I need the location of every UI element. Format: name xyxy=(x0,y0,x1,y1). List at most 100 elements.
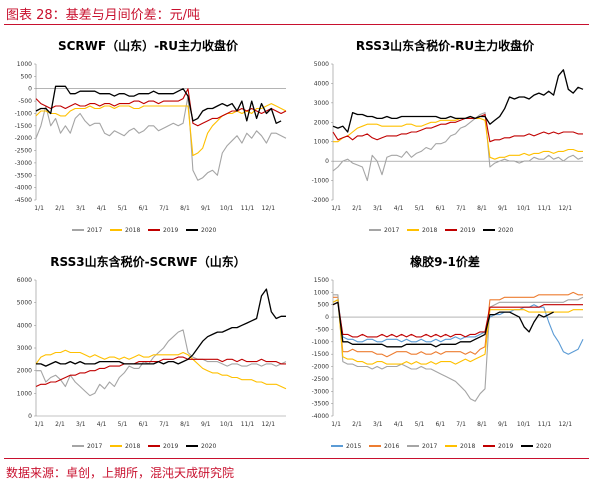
x-tick-label: 2/1 xyxy=(352,205,362,212)
y-tick-label: 0 xyxy=(325,158,329,165)
series-line-2015 xyxy=(332,299,584,355)
x-tick-label: 8/1 xyxy=(477,421,487,428)
x-tick-label: 2/1 xyxy=(352,421,362,428)
x-tick-label: 1/1 xyxy=(34,421,44,428)
x-tick-label: 11/1 xyxy=(241,421,255,428)
x-tick-label: 4/1 xyxy=(394,205,404,212)
y-tick-label: -1500 xyxy=(15,123,33,130)
legend-label-2020: 2020 xyxy=(201,443,216,450)
series-line-2017 xyxy=(36,329,287,397)
x-tick-label: 2/1 xyxy=(55,421,65,428)
x-tick-label: 8/1 xyxy=(180,205,190,212)
series-line-2016 xyxy=(333,291,583,358)
legend-label-2016: 2016 xyxy=(384,443,399,450)
chart-svg: 橡胶9-1价差 1500 1000 500 0 -500 -1000 -1500 -2000 -2… xyxy=(312,254,584,450)
legend-label-2019: 2019 xyxy=(498,443,513,450)
x-tick-label: 8/1 xyxy=(477,205,487,212)
y-tick-label: 1000 xyxy=(314,139,329,146)
source-rule xyxy=(4,458,589,459)
x-tick-label: 4/1 xyxy=(97,205,107,212)
y-tick-label: -1500 xyxy=(312,351,330,358)
x-tick-label: 6/1 xyxy=(435,205,445,212)
legend-label-2018: 2018 xyxy=(460,443,475,450)
x-tick-label: 7/1 xyxy=(159,205,169,212)
chart-svg: RSS3山东含税价-RU主力收盘价 5000 4000 3000 2000 1000 0 -1… xyxy=(312,38,584,234)
y-tick-label: -2000 xyxy=(312,364,330,371)
legend-label-2017: 2017 xyxy=(87,443,102,450)
x-tick-label: 9/1 xyxy=(201,205,211,212)
y-tick-label: -500 xyxy=(315,326,329,333)
y-tick-label: 0 xyxy=(28,86,32,93)
chart-title: RSS3山东含税价-SCRWF（山东） xyxy=(50,254,245,269)
y-tick-label: -3000 xyxy=(15,160,33,167)
y-tick-label: 3000 xyxy=(314,100,329,107)
x-tick-label: 11/1 xyxy=(538,205,552,212)
legend-label-2020: 2020 xyxy=(498,227,513,234)
legend-label-2017: 2017 xyxy=(384,227,399,234)
series-line-2020 xyxy=(332,69,584,133)
series-line-2019 xyxy=(332,301,583,338)
series-line-2019 xyxy=(35,356,286,388)
x-tick-label: 10/1 xyxy=(220,205,234,212)
x-tick-label: 3/1 xyxy=(76,205,86,212)
y-tick-label: 500 xyxy=(318,302,330,309)
series-line-2017 xyxy=(332,112,584,182)
title-rule xyxy=(4,24,589,25)
y-tick-label: 4000 xyxy=(17,322,32,329)
legend-label-2020: 2020 xyxy=(201,227,216,234)
y-tick-label: -4500 xyxy=(15,197,33,204)
y-tick-label: -2500 xyxy=(312,376,330,383)
x-tick-label: 12/1 xyxy=(559,205,573,212)
y-tick-label: 4000 xyxy=(314,80,329,87)
x-tick-label: 12/1 xyxy=(559,421,573,428)
x-tick-label: 11/1 xyxy=(538,421,552,428)
chart-svg: SCRWF（山东）-RU主力收盘价 1000 500 0 -500 -1000 -1500 -… xyxy=(15,38,287,234)
y-tick-label: 2000 xyxy=(314,119,329,126)
y-tick-label: -3500 xyxy=(312,401,330,408)
x-tick-label: 1/1 xyxy=(331,421,341,428)
x-tick-label: 2/1 xyxy=(55,205,65,212)
x-tick-label: 4/1 xyxy=(97,421,107,428)
y-tick-label: 1000 xyxy=(17,61,32,68)
series-line-2017 xyxy=(35,95,287,181)
y-tick-label: 0 xyxy=(325,314,329,321)
chart-svg: RSS3山东含税价-SCRWF（山东） 6000 5000 4000 3000 2000 1… xyxy=(17,254,287,450)
x-tick-label: 12/1 xyxy=(262,205,276,212)
chart-rss3-scrwf-spread: RSS3山东含税价-SCRWF（山东） 6000 5000 4000 3000 2000 1… xyxy=(0,244,296,460)
chart-scrwf-ru-basis: SCRWF（山东）-RU主力收盘价 1000 500 0 -500 -1000 -1500 -… xyxy=(0,28,296,244)
y-tick-label: 2000 xyxy=(17,368,32,375)
x-tick-label: 5/1 xyxy=(415,421,425,428)
chart-title: 橡胶9-1价差 xyxy=(410,254,480,269)
source-note: 数据来源：卓创，上期所，混沌天成研究院 xyxy=(6,466,235,480)
y-tick-label: 0 xyxy=(28,413,32,420)
series-line-2018 xyxy=(35,349,287,390)
y-tick-label: -4000 xyxy=(15,185,33,192)
y-tick-label: -2000 xyxy=(15,135,33,142)
y-tick-label: 3000 xyxy=(17,345,32,352)
legend-label-2019: 2019 xyxy=(460,227,475,234)
legend-label-2019: 2019 xyxy=(163,227,178,234)
x-tick-label: 1/1 xyxy=(34,205,44,212)
y-tick-label: -4000 xyxy=(312,413,330,420)
x-tick-label: 4/1 xyxy=(394,421,404,428)
x-tick-label: 6/1 xyxy=(138,421,148,428)
x-tick-label: 12/1 xyxy=(262,421,276,428)
x-tick-label: 6/1 xyxy=(138,205,148,212)
series-line-2018 xyxy=(333,117,583,160)
y-tick-label: 1000 xyxy=(17,390,32,397)
y-tick-label: -2000 xyxy=(312,197,330,204)
legend-label-2017: 2017 xyxy=(87,227,102,234)
x-tick-label: 6/1 xyxy=(435,421,445,428)
y-tick-label: 1000 xyxy=(314,289,329,296)
x-tick-label: 9/1 xyxy=(498,421,508,428)
x-tick-label: 9/1 xyxy=(498,205,508,212)
x-tick-label: 5/1 xyxy=(118,421,128,428)
x-tick-label: 3/1 xyxy=(373,421,383,428)
legend-label-2018: 2018 xyxy=(422,227,437,234)
y-tick-label: 1500 xyxy=(314,277,329,284)
x-tick-label: 5/1 xyxy=(415,205,425,212)
x-tick-label: 8/1 xyxy=(180,421,190,428)
x-tick-label: 10/1 xyxy=(517,421,531,428)
x-tick-label: 1/1 xyxy=(331,205,341,212)
series-line-2020 xyxy=(36,288,286,367)
